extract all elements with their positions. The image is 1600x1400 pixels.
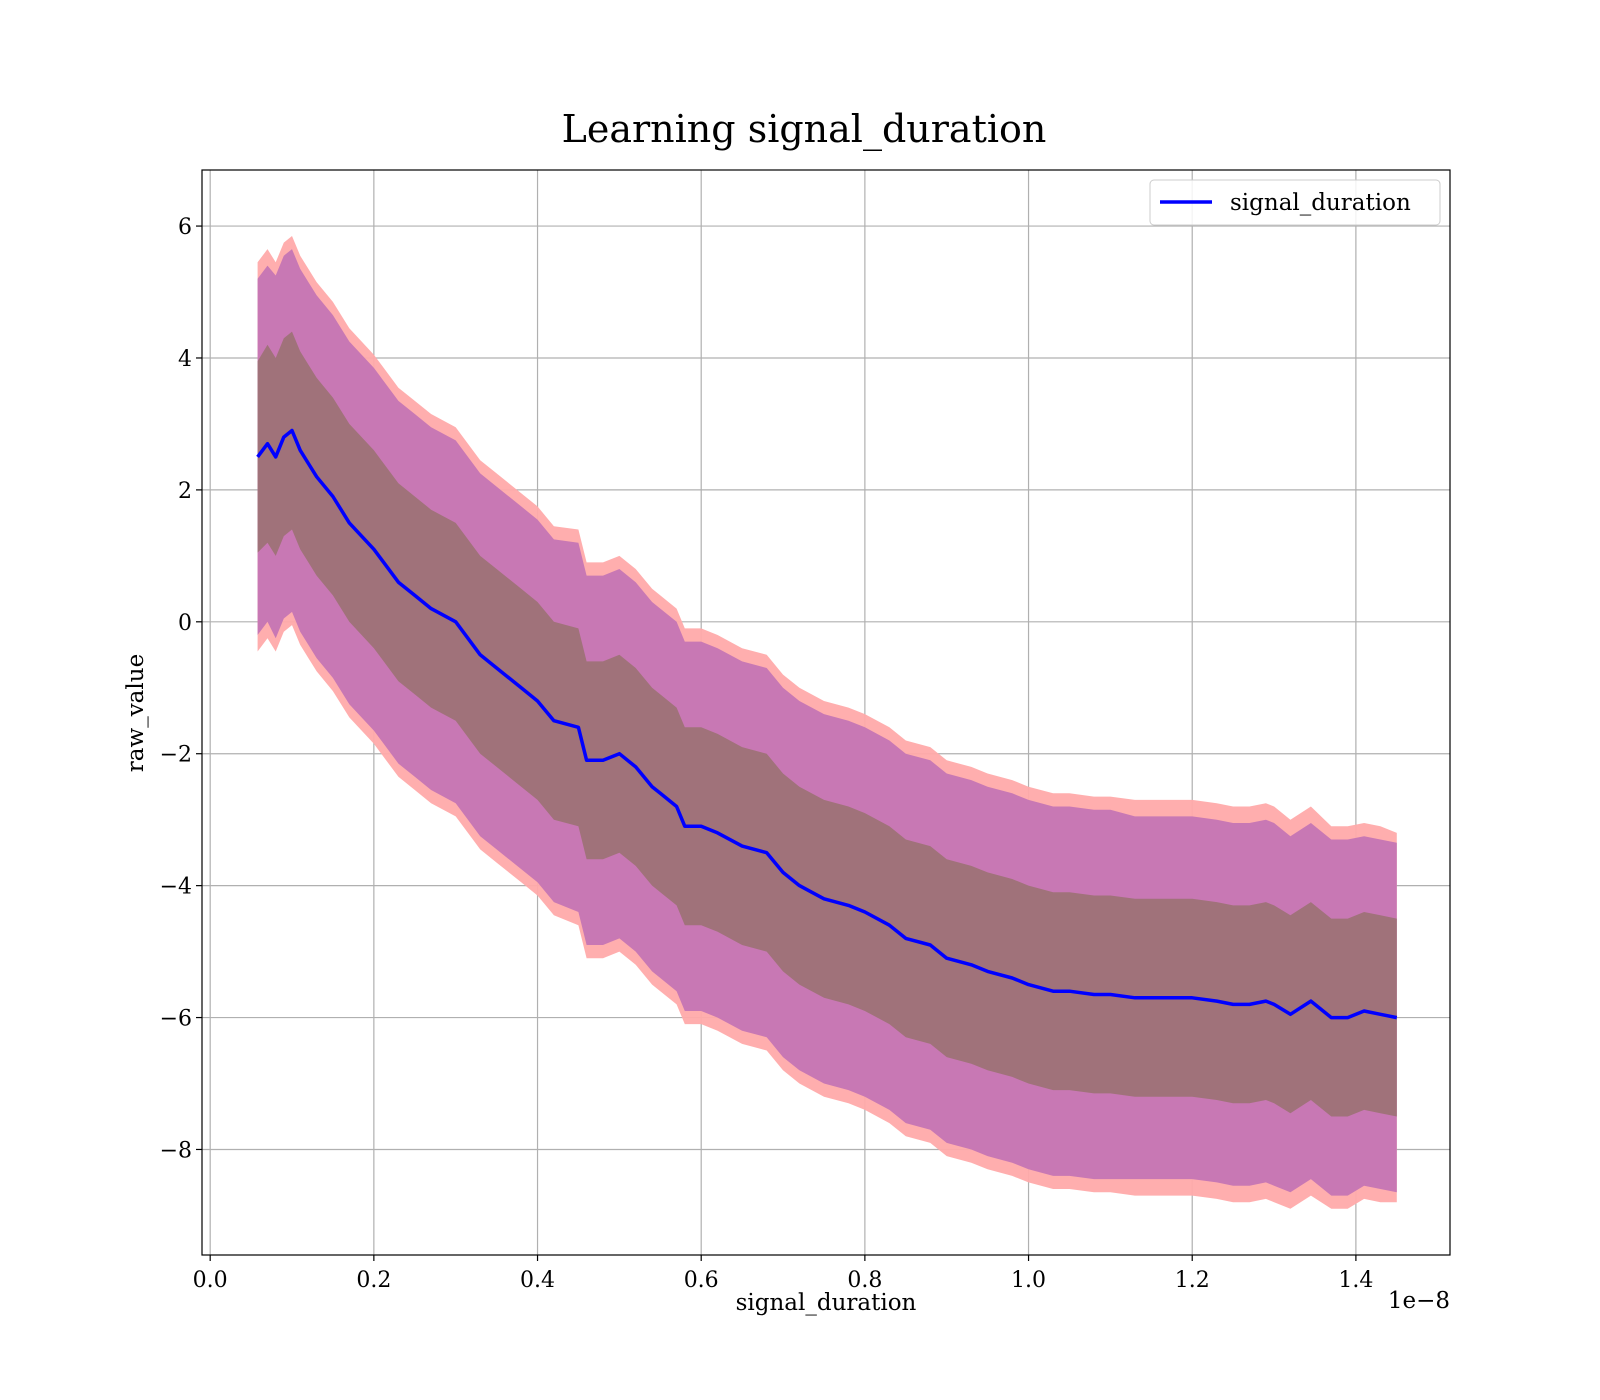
x-tick-label: 0.0	[193, 1268, 228, 1293]
series-line	[256, 428, 1398, 1020]
y-tick-label: 4	[178, 347, 192, 372]
y-axis-label: raw_value	[123, 654, 149, 772]
x-tick-label: 0.4	[520, 1268, 555, 1293]
chart-title: Learning signal_duration	[562, 107, 1047, 152]
x-tick-label: 0.6	[684, 1268, 719, 1293]
y-axis-ticks: −8 −6 −4 −2 0 2 4 6	[160, 215, 202, 1163]
series-line-layer	[256, 428, 1398, 1020]
x-tick-label: 1.0	[1011, 1268, 1046, 1293]
y-tick-label: −8	[160, 1138, 192, 1163]
y-tick-label: −4	[160, 875, 192, 900]
y-tick-label: 6	[178, 215, 192, 240]
y-tick-label: −2	[160, 743, 192, 768]
y-tick-label: 2	[178, 479, 192, 504]
x-tick-label: 1.4	[1338, 1268, 1373, 1293]
y-tick-label: −6	[160, 1007, 192, 1032]
x-axis-offset-label: 1e−8	[1388, 1288, 1450, 1314]
x-tick-label: 0.2	[356, 1268, 391, 1293]
confidence-bands	[257, 236, 1397, 1209]
x-tick-label: 0.8	[847, 1268, 882, 1293]
legend-series-label: signal_duration	[1230, 190, 1411, 216]
band-inner	[257, 331, 1397, 1117]
x-axis-ticks: 0.0 0.2 0.4 0.6 0.8 1.0 1.2 1.4	[193, 1255, 1373, 1293]
plot-area-frame	[201, 169, 1451, 1256]
x-tick-label: 1.2	[1175, 1268, 1210, 1293]
legend: signal_duration	[1149, 179, 1441, 226]
y-tick-label: 0	[178, 611, 192, 636]
legend-box	[1149, 179, 1441, 226]
x-axis-label: signal_duration	[736, 1290, 917, 1316]
